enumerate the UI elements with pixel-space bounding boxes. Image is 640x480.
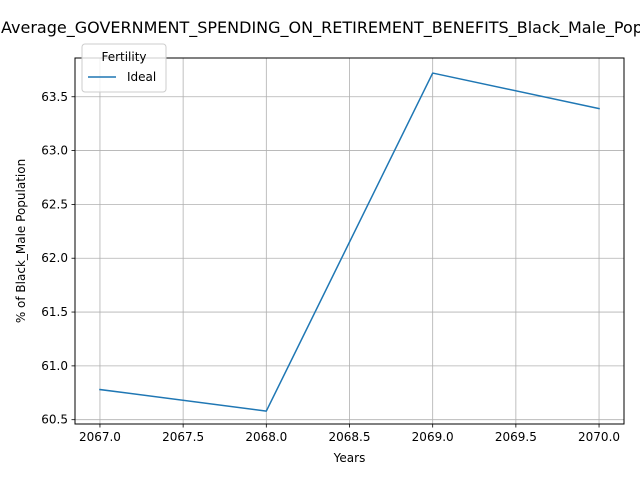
y-tick-label: 62.5 <box>41 197 68 211</box>
x-tick-label: 2067.0 <box>79 430 121 444</box>
y-axis-label: % of Black_Male Population <box>14 159 28 323</box>
y-tick-label: 60.5 <box>41 413 68 427</box>
x-axis-label: Years <box>333 451 366 465</box>
y-tick-label: 62.0 <box>41 251 68 265</box>
y-axis-ticks: 60.5 61.0 61.5 62.0 62.5 63.0 63.5 <box>41 90 75 427</box>
legend-label-ideal: Ideal <box>127 70 156 84</box>
y-tick-label: 61.5 <box>41 305 68 319</box>
y-tick-label: 63.5 <box>41 90 68 104</box>
x-tick-label: 2068.5 <box>329 430 371 444</box>
series-layer <box>99 72 600 412</box>
series-line-ideal <box>99 72 600 412</box>
x-axis-ticks: 2067.0 2067.5 2068.0 2068.5 2069.0 2069.5 2070… <box>79 424 620 444</box>
x-tick-label: 2067.5 <box>162 430 204 444</box>
legend-title: Fertility <box>101 50 146 64</box>
x-tick-label: 2070.0 <box>578 430 620 444</box>
y-tick-label: 63.0 <box>41 144 68 158</box>
legend-box <box>81 43 167 93</box>
x-tick-label: 2069.0 <box>412 430 454 444</box>
x-tick-label: 2069.5 <box>495 430 537 444</box>
grid <box>75 58 624 424</box>
chart-title: Average_GOVERNMENT_SPENDING_ON_RETIREMEN… <box>1 18 640 38</box>
legend: Fertility Ideal <box>81 43 167 93</box>
y-tick-label: 61.0 <box>41 359 68 373</box>
x-tick-label: 2068.0 <box>245 430 287 444</box>
